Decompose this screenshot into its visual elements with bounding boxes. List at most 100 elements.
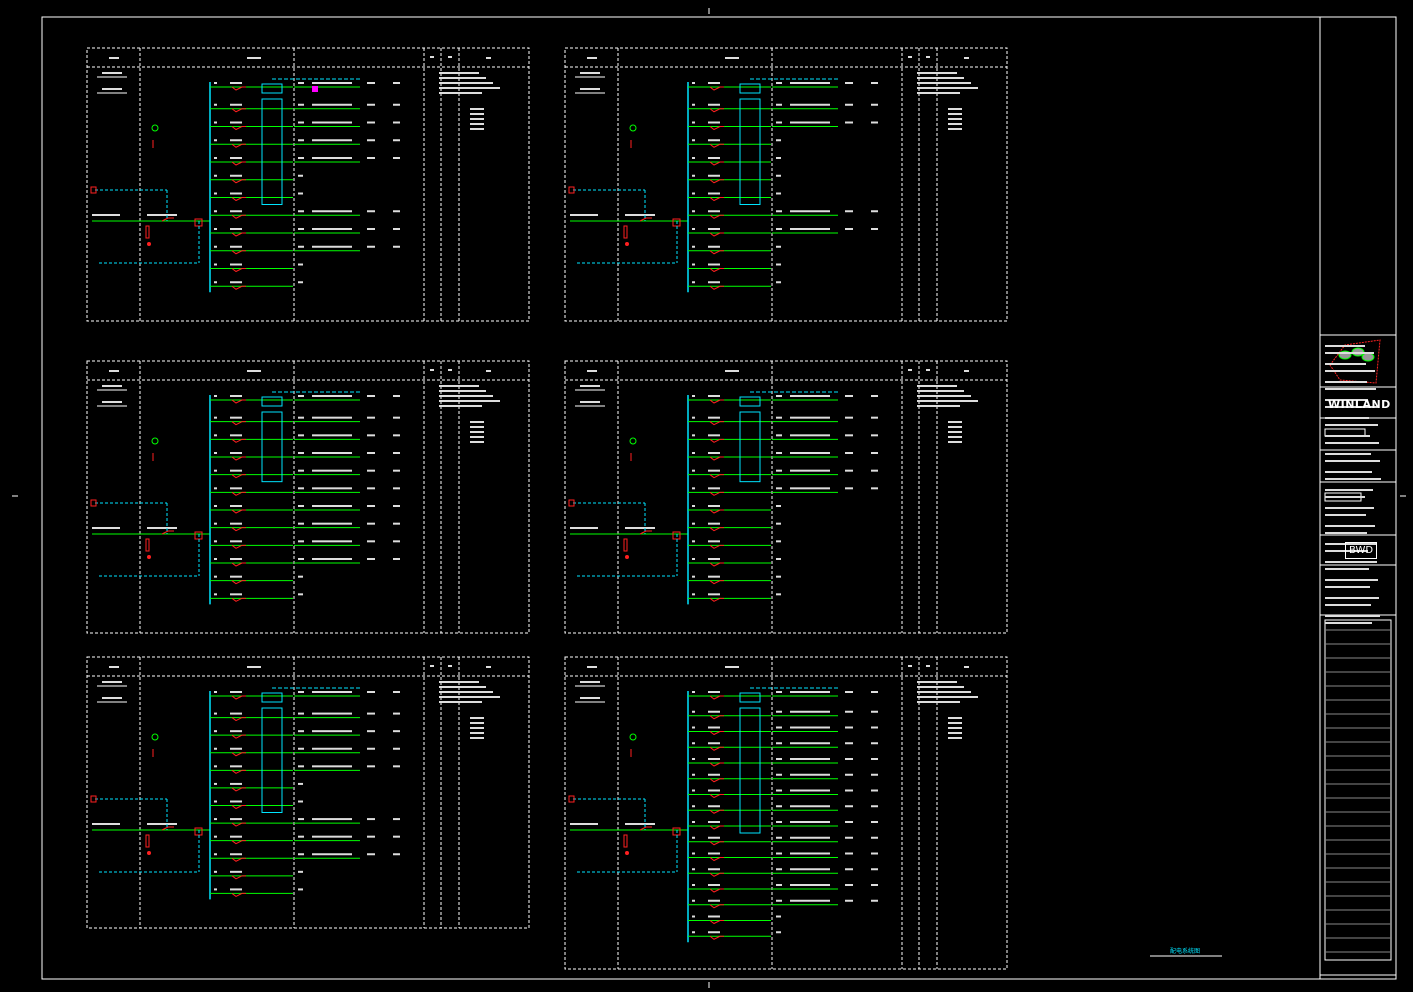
spare-label [298,192,303,195]
circuit-id [776,742,782,745]
circuit-id [298,747,304,750]
header-label [247,57,261,59]
header-label [725,666,739,668]
title-block-text [1325,406,1377,408]
circuit-row [688,899,878,909]
breaker-label [230,691,242,693]
phase-label [214,82,217,84]
load-name [367,747,375,750]
circuit-id [776,487,782,490]
circuit-row [210,540,400,549]
load-name [845,710,853,713]
header-label [247,666,261,668]
header-label [486,57,491,59]
incoming-cable-label [570,527,598,529]
header-label [964,666,969,668]
phase-label [214,245,217,248]
note-text [917,701,960,703]
phase-label [214,712,217,715]
circuit-id [776,836,782,839]
circuit-row [210,522,400,532]
circuit-id [298,558,304,560]
spare-label [298,888,303,891]
note-text [948,113,962,115]
circuit-id [298,434,304,437]
circuit-row [688,575,781,585]
phase-label [214,691,217,693]
sensor-icon [568,186,575,194]
load-power [871,868,878,871]
circuit-row [688,915,781,925]
circuit-row [688,884,878,893]
note-text [948,426,962,428]
breaker-label [708,691,720,693]
title-block-text [1325,507,1374,509]
drawing-caption: 配电系统图 [1170,948,1201,955]
breaker-label [230,782,242,785]
phase-label [692,773,695,776]
note-text [470,441,484,443]
load-power [393,245,400,248]
note-text [470,128,484,130]
note-text [439,82,493,84]
cable-spec [312,103,352,106]
phase-label [214,452,217,454]
note-text [470,732,484,734]
drawing-border [41,16,1397,980]
phase-label [692,805,695,808]
header-label [908,369,912,371]
spare-label [776,522,781,525]
cable-spec [790,773,830,776]
breaker-label [708,210,720,213]
cable-spec [312,730,352,733]
circuit-row [210,416,400,426]
cable-spec [790,742,830,745]
phase-label [214,818,217,821]
load-name [845,452,853,454]
cable-spec [790,210,830,213]
circuit-row [210,469,400,479]
breaker-label [230,157,242,159]
cable-spec [312,691,352,693]
header-label [725,57,739,59]
load-power [871,789,878,792]
incoming-label [580,88,600,90]
load-name [845,469,853,472]
load-power [871,228,878,230]
breaker-symbol [709,695,724,700]
breaker-symbol [231,695,246,700]
breaker-label [708,395,720,397]
breaker-symbol [231,250,246,255]
spare-label [298,281,303,284]
breaker-label [230,870,242,873]
note-text [948,732,962,734]
incoming-label [580,385,600,387]
cable-spec [790,789,830,792]
load-power [393,522,400,525]
indicator-lamp-icon [151,733,159,741]
load-name [845,228,853,230]
circuit-row [210,245,400,255]
circuit-row [210,121,400,131]
note-text [470,421,484,423]
cable-spec [312,522,352,525]
sensor-icon [568,795,575,803]
circuit-row [210,691,400,700]
note-text [917,87,978,89]
phase-label [692,452,695,454]
breaker-symbol [709,935,724,940]
incoming-label [580,697,600,699]
breaker-symbol [231,857,246,862]
phase-label [214,192,217,195]
incoming-label [102,385,122,387]
breaker-label [230,121,242,124]
title-block-text [1325,417,1369,419]
phase-label [692,192,695,195]
header-label [486,666,491,668]
breaker-symbol [709,746,724,751]
phase-label [214,434,217,437]
header-label [486,370,491,372]
breaker-symbol [231,197,246,202]
breaker-symbol [709,544,724,549]
circuit-id [776,805,782,808]
